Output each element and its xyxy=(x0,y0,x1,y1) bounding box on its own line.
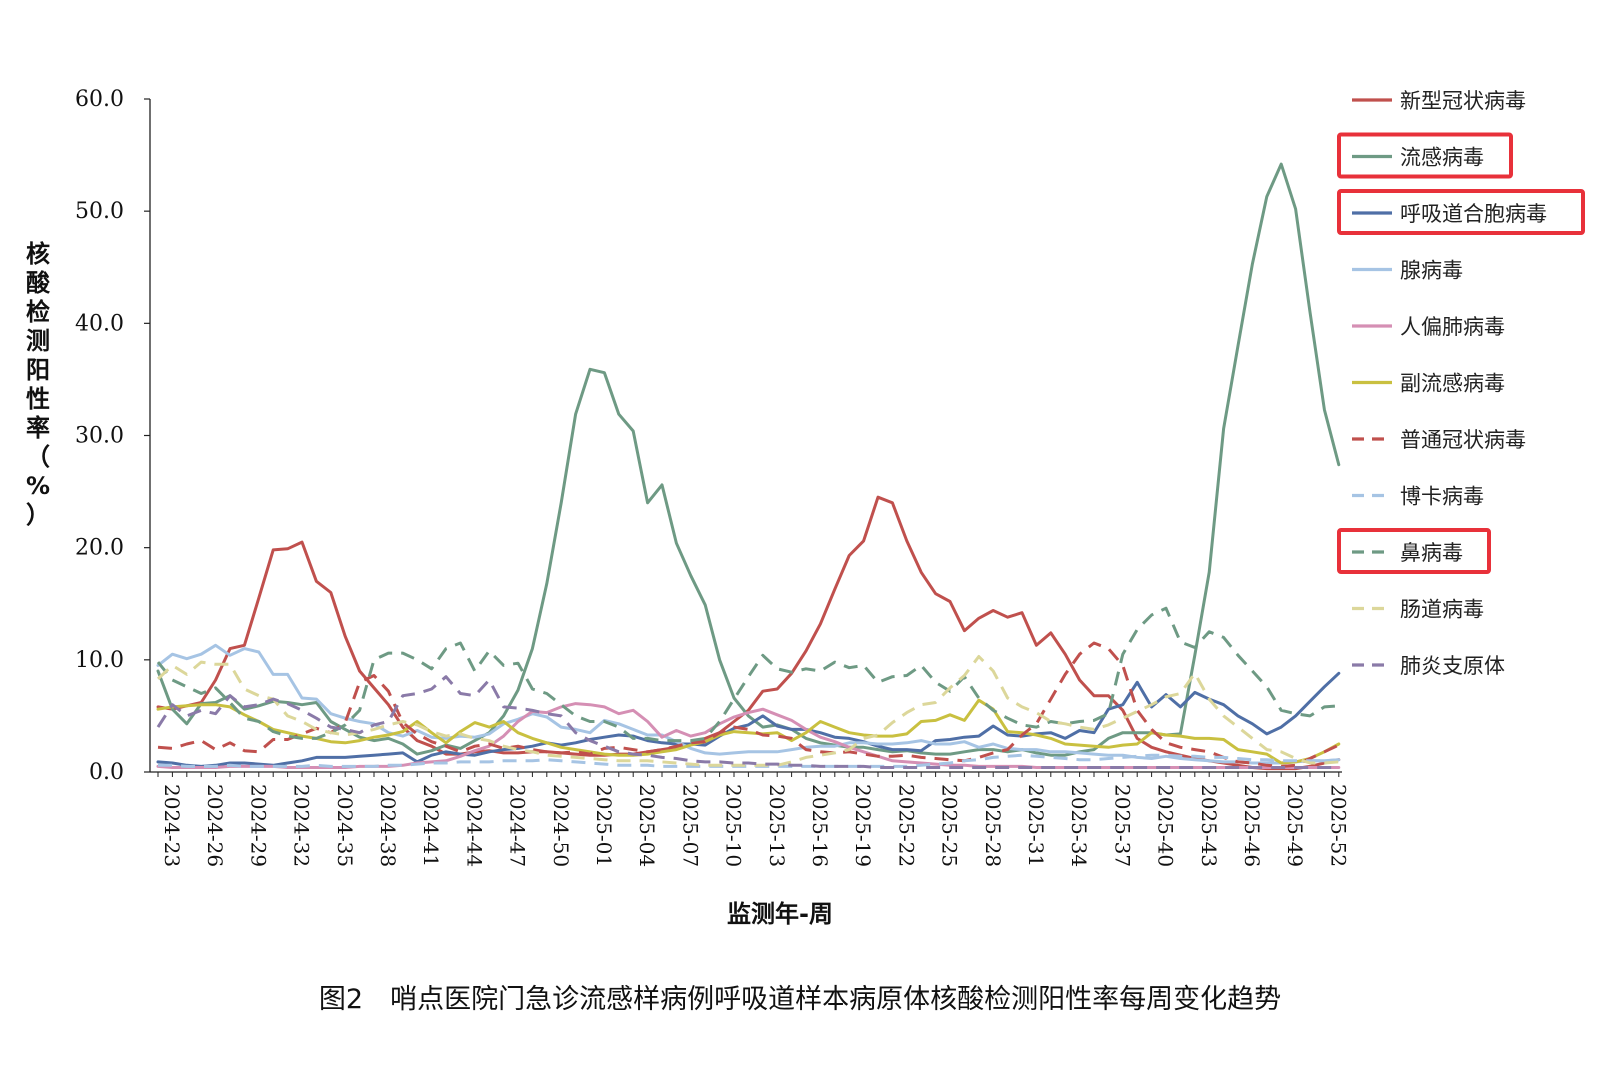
plot-area xyxy=(156,162,1341,771)
legend-label: 副流感病毒 xyxy=(1400,372,1505,396)
legend-label: 新型冠状病毒 xyxy=(1400,89,1526,113)
series-line-9 xyxy=(156,655,1339,767)
x-tick-label: 2024-47 xyxy=(506,784,530,867)
y-axis-title: 核酸检测阳性率（%） xyxy=(26,240,51,529)
y-axis: 0.0 10.0 20.0 30.0 40.0 50.0 60.0 xyxy=(75,87,151,785)
x-tick-label: 2024-38 xyxy=(376,784,400,867)
x-tick-label: 2025-04 xyxy=(635,784,659,867)
x-tick-label: 2024-50 xyxy=(549,784,573,867)
legend-label: 人偏肺病毒 xyxy=(1400,315,1505,339)
series-line-10 xyxy=(156,675,1339,769)
x-tick-label: 2025-40 xyxy=(1154,784,1178,867)
x-tick-label: 2025-52 xyxy=(1326,784,1350,867)
series-line-1 xyxy=(156,162,1341,757)
x-tick-label: 2024-41 xyxy=(419,784,443,867)
series-line-2 xyxy=(156,671,1341,768)
figure-caption: 图2 哨点医院门急诊流感样病例呼吸道样本病原体核酸检测阳性率每周变化趋势 xyxy=(319,984,1281,1015)
x-tick-label: 2025-28 xyxy=(981,784,1005,867)
legend-highlight-box xyxy=(1337,132,1513,179)
legend-label: 鼻病毒 xyxy=(1400,541,1463,565)
legend-highlight-box xyxy=(1337,189,1585,235)
legend-label: 呼吸道合胞病毒 xyxy=(1400,202,1547,226)
y-axis-title-char: 性 xyxy=(26,385,50,413)
x-tick-label: 2025-31 xyxy=(1024,784,1048,867)
legend-label: 普通冠状病毒 xyxy=(1400,428,1526,452)
y-tick-label: 10.0 xyxy=(75,648,124,673)
legend-highlight-box xyxy=(1337,528,1491,574)
y-tick-label: 30.0 xyxy=(75,424,124,449)
legend-label: 博卡病毒 xyxy=(1400,485,1484,509)
y-axis-title-char: 检 xyxy=(26,298,50,326)
x-tick-label: 2024-44 xyxy=(462,784,486,867)
legend-label: 流感病毒 xyxy=(1400,146,1484,170)
y-axis-title-char: ） xyxy=(26,501,50,529)
x-tick-label: 2024-23 xyxy=(160,784,184,867)
x-tick-label: 2024-26 xyxy=(203,784,227,867)
y-axis-title-char: 阳 xyxy=(26,356,50,384)
x-axis-title: 监测年-周 xyxy=(727,900,833,928)
y-axis-title-char: 率 xyxy=(26,414,50,442)
x-tick-label: 2025-16 xyxy=(808,784,832,867)
x-tick-label: 2024-35 xyxy=(333,784,357,867)
y-axis-title-char: 核 xyxy=(26,240,50,268)
y-tick-label: 0.0 xyxy=(89,760,124,785)
y-axis-title-char: % xyxy=(26,472,50,500)
x-tick-label: 2025-25 xyxy=(938,784,962,867)
series-line-6 xyxy=(157,641,1340,768)
x-axis: 2024-23 2024-26 2024-29 2024-32 2024-35 2024-… xyxy=(150,771,1350,867)
x-tick-label: 2024-29 xyxy=(246,784,270,867)
series-line-5 xyxy=(156,698,1341,765)
x-tick-label: 2024-32 xyxy=(290,784,314,867)
series-line-8 xyxy=(156,606,1339,743)
y-axis-title-char: 测 xyxy=(26,327,50,355)
x-tick-label: 2025-34 xyxy=(1067,784,1091,867)
x-tick-label: 2025-37 xyxy=(1110,784,1134,867)
x-tick-label: 2025-13 xyxy=(765,784,789,867)
legend: 新型冠状病毒流感病毒呼吸道合胞病毒腺病毒人偏肺病毒副流感病毒普通冠状病毒博卡病毒… xyxy=(1337,89,1585,678)
y-tick-label: 40.0 xyxy=(75,311,124,336)
y-tick-label: 50.0 xyxy=(75,199,124,224)
x-tick-label: 2025-22 xyxy=(894,784,918,867)
x-tick-label: 2025-07 xyxy=(678,784,702,867)
series-line-7 xyxy=(158,753,1339,768)
x-tick-label: 2025-49 xyxy=(1283,784,1307,867)
x-tick-label: 2025-43 xyxy=(1197,784,1221,867)
x-tick-label: 2025-46 xyxy=(1240,784,1264,867)
legend-label: 肺炎支原体 xyxy=(1400,654,1505,678)
series-line-3 xyxy=(156,643,1341,765)
y-axis-title-char: （ xyxy=(26,443,50,471)
y-axis-title-char: 酸 xyxy=(26,269,51,297)
legend-label: 肠道病毒 xyxy=(1400,598,1484,622)
x-tick-label: 2025-10 xyxy=(722,784,746,867)
y-tick-label: 60.0 xyxy=(75,87,124,112)
x-tick-label: 2025-19 xyxy=(851,784,875,867)
legend-label: 腺病毒 xyxy=(1400,259,1463,283)
y-tick-label: 20.0 xyxy=(75,536,124,561)
x-tick-label: 2025-01 xyxy=(592,784,616,867)
